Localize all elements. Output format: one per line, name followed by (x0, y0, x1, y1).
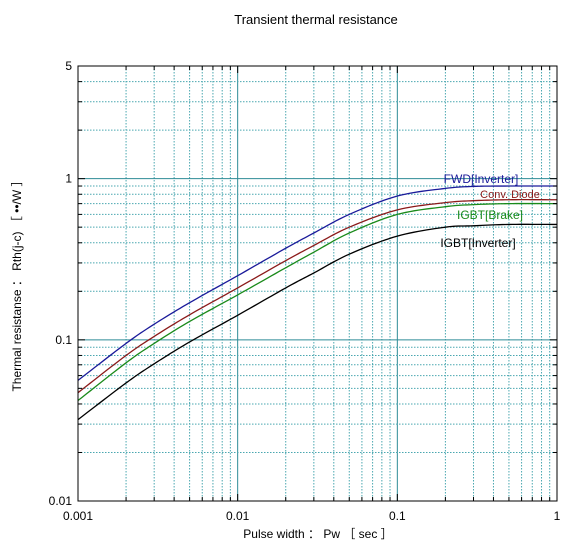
x-tick-label: 0.01 (226, 509, 250, 523)
y-tick-label: 0.1 (55, 333, 72, 347)
tick-marks (77, 65, 558, 502)
grid (78, 66, 557, 501)
x-tick-label: 0.001 (63, 509, 93, 523)
tick-labels: 0.001 0.01 0.1 10.010.115 (49, 59, 561, 523)
x-axis-label: Pulse width ： Pw ［ sec ］ (243, 527, 392, 541)
series-line-fwd-inverter (77, 185, 557, 381)
y-axis-label: Thermal resistanse ： Rth(j-c) ［ ••/W ］ (10, 174, 24, 391)
series-line-igbt-brake (77, 202, 557, 402)
series-label-igbt-brake: IGBT[Brake] (457, 208, 523, 222)
series-label-fwd-inverter: FWD[Inverter] (444, 172, 519, 186)
chart-title: Transient thermal resistance (234, 12, 398, 27)
series-group (77, 185, 558, 421)
series-label-conv-diode: Conv. Diode (480, 189, 540, 201)
series-labels: FWD[Inverter] Conv. Diode IGBT[Brake] IGBT[… (440, 172, 540, 250)
series-line-igbt-inverter (77, 223, 558, 421)
y-tick-label: 1 (65, 172, 72, 186)
y-tick-label: 0.01 (49, 494, 73, 508)
y-tick-label: 5 (65, 59, 72, 73)
series-label-igbt-inverter: IGBT[Inverter] (440, 236, 515, 250)
series-line-conv-diode (77, 199, 557, 394)
x-tick-label: 0.1 (389, 509, 406, 523)
plot-frame (77, 65, 558, 502)
x-tick-label: 1 (554, 509, 561, 523)
